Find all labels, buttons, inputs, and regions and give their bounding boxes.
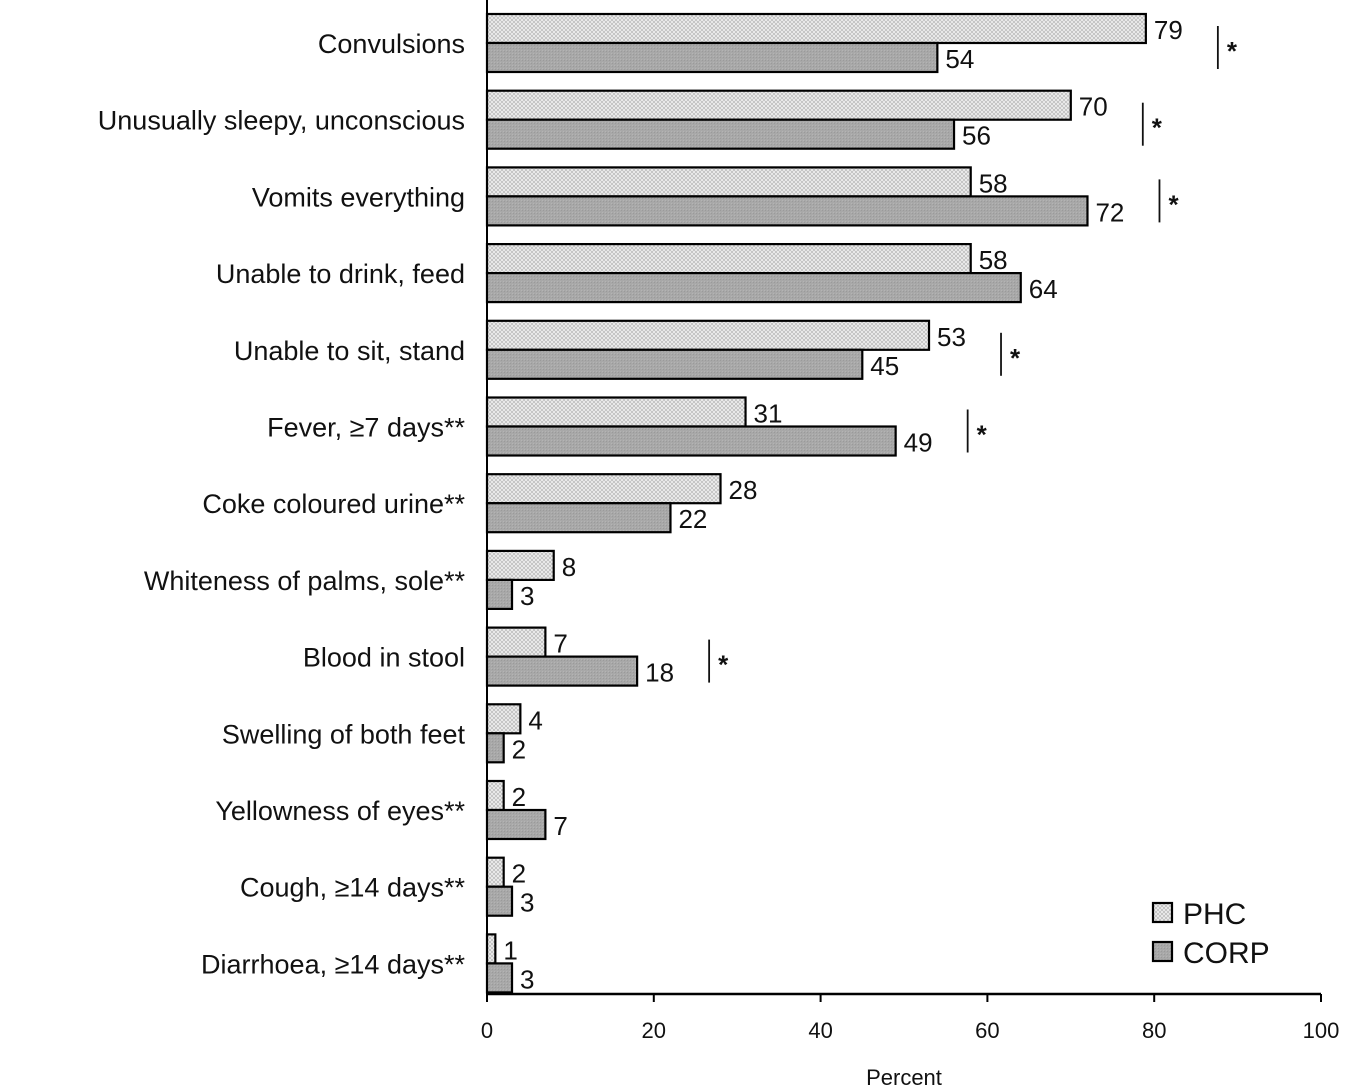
data-label-phc: 7 [553, 629, 567, 659]
data-label-phc: 58 [979, 168, 1008, 198]
bar-phc [485, 779, 505, 812]
significance-marker: * [1168, 189, 1179, 219]
data-label-phc: 2 [512, 782, 526, 812]
bar-corp [485, 732, 505, 764]
data-label-corp: 3 [520, 581, 534, 611]
data-label-phc: 28 [729, 475, 758, 505]
category-label: Coke coloured urine** [202, 489, 465, 519]
category-label: Vomits everything [252, 182, 465, 212]
bar-corp [485, 41, 939, 74]
data-label-phc: 4 [528, 705, 542, 735]
data-label-corp: 54 [945, 44, 974, 74]
bar-phc [485, 12, 1147, 45]
bar-corp [485, 348, 864, 380]
data-label-phc: 8 [562, 552, 576, 582]
x-tick-label: 100 [1303, 1018, 1340, 1043]
category-label: Unable to drink, feed [216, 259, 465, 289]
x-tick-label: 80 [1142, 1018, 1166, 1043]
x-axis: 0 20 40 60 80 100 Percent [481, 0, 1339, 1090]
bar-phc [485, 319, 931, 351]
bar-phc [485, 473, 722, 505]
bar-corp [485, 118, 956, 150]
data-label-corp: 64 [1029, 274, 1058, 304]
category-label: Yellowness of eyes** [215, 796, 465, 826]
category-label: Unusually sleepy, unconscious [98, 106, 465, 136]
bar-phc [485, 396, 747, 428]
significance-layer: * * * * * * [708, 26, 1238, 683]
legend-label-phc: PHC [1183, 898, 1246, 931]
bar-phc [485, 933, 497, 965]
category-label: Whiteness of palms, sole** [144, 566, 466, 596]
category-label: Convulsions [318, 29, 465, 59]
bars-layer [485, 12, 1147, 994]
bar-corp [485, 425, 897, 457]
category-label: Cough, ≥14 days** [240, 873, 465, 903]
bar-corp [485, 808, 547, 841]
bar-phc [485, 703, 522, 735]
bar-corp [485, 272, 1022, 304]
data-label-phc: 70 [1079, 92, 1108, 122]
bar-corp [485, 195, 1089, 227]
category-label: Blood in stool [303, 643, 465, 673]
bar-phc [485, 626, 547, 658]
data-label-phc: 53 [937, 322, 966, 352]
category-label: Unable to sit, stand [234, 336, 465, 366]
bar-corp [485, 962, 514, 994]
data-label-phc: 31 [754, 399, 783, 429]
data-label-corp: 7 [553, 811, 567, 841]
legend-swatch-phc [1151, 901, 1174, 924]
x-axis-title: Percent [866, 1065, 942, 1090]
data-label-corp: 2 [512, 734, 526, 764]
bar-phc [485, 856, 505, 888]
data-label-phc: 58 [979, 245, 1008, 275]
bar-phc [485, 166, 972, 198]
data-label-corp: 56 [962, 121, 991, 151]
bar-corp [485, 502, 672, 534]
bar-corp [485, 885, 514, 917]
data-label-corp: 49 [904, 428, 933, 458]
significance-marker: * [1227, 36, 1238, 66]
data-label-corp: 3 [520, 888, 534, 918]
x-tick-label: 60 [975, 1018, 999, 1043]
data-label-phc: 79 [1154, 15, 1183, 45]
legend: PHC CORP [1151, 898, 1270, 970]
x-tick-label: 0 [481, 1018, 493, 1043]
labels-layer: Convulsions 79 54 Unusually sleepy, unconsc… [98, 15, 1183, 994]
significance-marker: * [1152, 113, 1163, 143]
x-tick-label: 40 [808, 1018, 832, 1043]
bar-phc [485, 549, 555, 582]
data-label-corp: 3 [520, 964, 534, 994]
legend-swatch-corp [1151, 940, 1174, 963]
x-tick-label: 20 [642, 1018, 666, 1043]
data-label-corp: 22 [678, 504, 707, 534]
bar-corp [485, 655, 639, 687]
bar-phc [485, 89, 1072, 121]
significance-marker: * [1010, 343, 1021, 373]
category-label: Diarrhoea, ≥14 days** [201, 949, 465, 979]
data-label-corp: 18 [645, 658, 674, 688]
category-label: Swelling of both feet [222, 719, 466, 749]
category-label: Fever, ≥7 days** [267, 413, 465, 443]
data-label-corp: 72 [1095, 197, 1124, 227]
data-label-phc: 2 [512, 859, 526, 889]
bar-corp [485, 578, 514, 611]
legend-label-corp: CORP [1183, 937, 1270, 970]
significance-marker: * [718, 650, 729, 680]
data-label-corp: 45 [870, 351, 899, 381]
bar-phc [485, 243, 972, 275]
data-label-phc: 1 [503, 935, 517, 965]
significance-marker: * [977, 420, 988, 450]
